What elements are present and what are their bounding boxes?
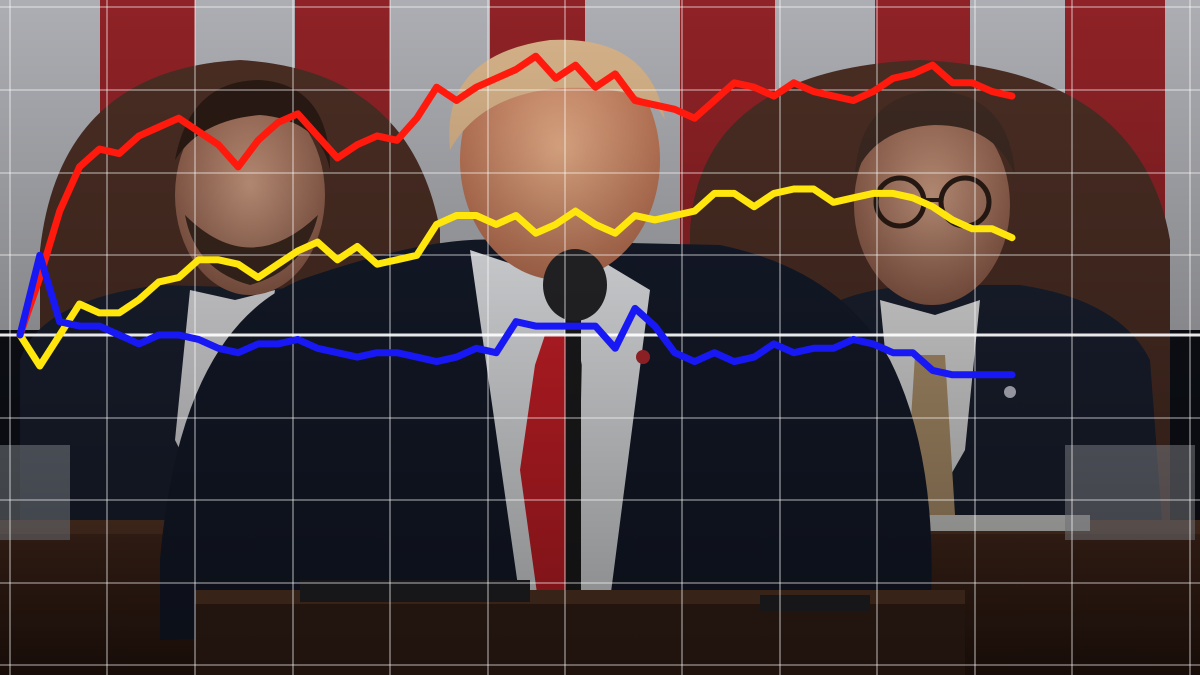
series-line-1 [16,185,1016,370]
chart-series [16,52,1016,379]
series-line-0 [16,52,1016,339]
series-line-2 [16,251,1016,379]
